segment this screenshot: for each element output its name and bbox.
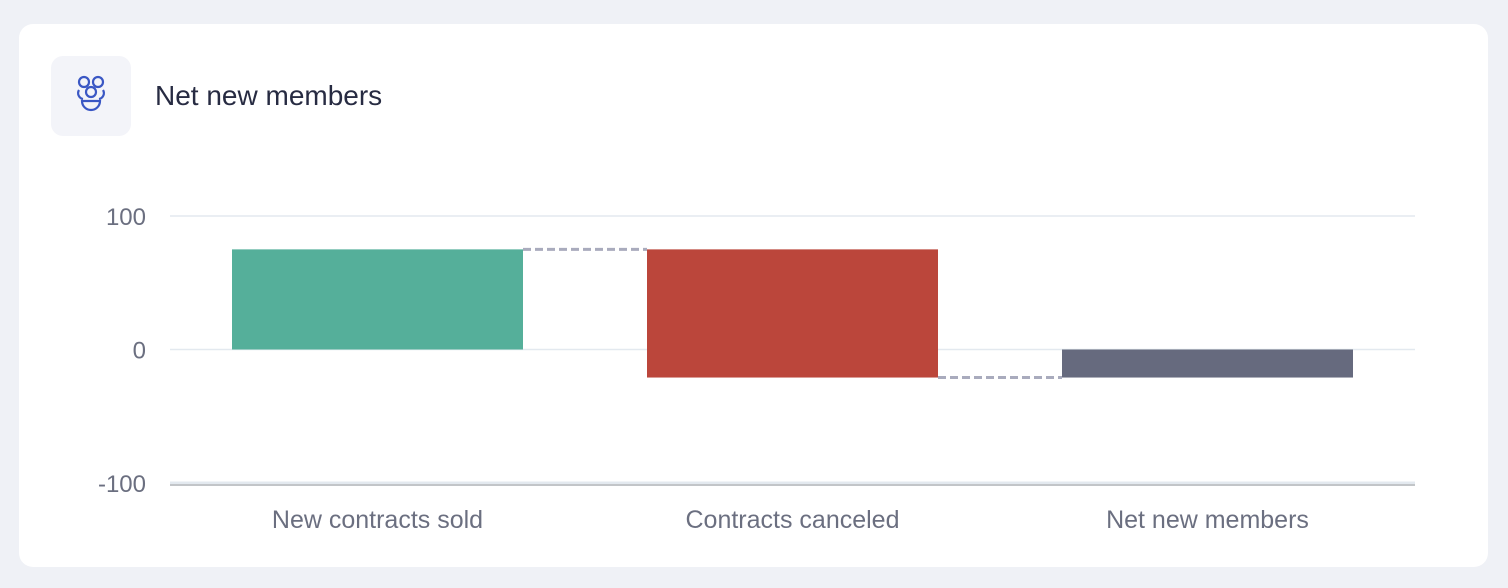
people-group-icon	[51, 56, 131, 136]
x-category-label: Contracts canceled	[685, 506, 899, 534]
bar-net-new-members	[1062, 349, 1353, 378]
x-category-label: New contracts sold	[272, 506, 483, 534]
x-category-label: Net new members	[1106, 506, 1309, 534]
card-title: Net new members	[155, 80, 383, 111]
bar-new-contracts-sold	[232, 249, 523, 350]
bar-contracts-canceled	[647, 249, 938, 378]
y-tick-label: 0	[133, 338, 146, 365]
y-tick-label: 100	[106, 204, 146, 231]
y-tick-label: -100	[98, 471, 146, 498]
